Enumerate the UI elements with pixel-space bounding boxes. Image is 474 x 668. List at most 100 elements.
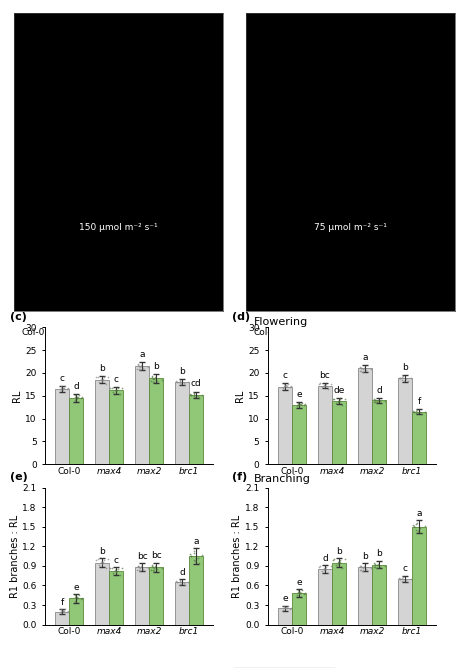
Point [63, 607, 71, 617]
Point [57, 607, 64, 618]
Bar [55, 611, 69, 625]
Point [104, 371, 111, 382]
Point [118, 382, 126, 393]
Point [334, 395, 342, 406]
Point [283, 603, 291, 613]
Point [372, 562, 379, 572]
Point [407, 373, 415, 383]
Text: High Tre6P: High Tre6P [327, 355, 375, 364]
Point [180, 377, 187, 388]
Point [113, 385, 121, 395]
Text: b: b [376, 549, 382, 558]
Point [145, 563, 152, 574]
Bar [69, 398, 83, 464]
Point [176, 375, 183, 386]
Point [137, 561, 145, 572]
Point [137, 562, 144, 573]
Point [116, 570, 123, 580]
Point [404, 376, 412, 387]
Point [152, 372, 159, 383]
Text: 150 μmol m⁻² s⁻¹: 150 μmol m⁻² s⁻¹ [79, 223, 158, 232]
Point [373, 397, 381, 407]
Point [59, 383, 66, 394]
Text: b: b [99, 364, 105, 373]
Point [371, 558, 378, 568]
Bar [412, 411, 426, 464]
Text: d: d [376, 386, 382, 395]
Point [57, 383, 65, 393]
Point [301, 399, 309, 409]
Point [57, 381, 65, 391]
Bar [292, 405, 306, 464]
Point [75, 390, 82, 401]
Bar [358, 567, 372, 625]
Point [59, 606, 66, 617]
Point [320, 380, 328, 391]
Point [73, 391, 81, 402]
Point [102, 562, 109, 573]
Point [74, 392, 82, 403]
Point [371, 558, 379, 569]
Bar [278, 387, 292, 464]
Point [322, 380, 329, 391]
Point [371, 394, 378, 405]
Text: c: c [283, 371, 287, 380]
Point [188, 550, 195, 561]
Point [418, 527, 426, 538]
Point [336, 557, 343, 568]
Point [294, 587, 301, 598]
Point [367, 364, 375, 375]
Text: High Tre6P: High Tre6P [94, 355, 143, 364]
Point [151, 562, 158, 573]
Point [399, 371, 407, 382]
Point [72, 589, 79, 600]
Bar [412, 527, 426, 625]
Point [337, 394, 344, 405]
Point [297, 587, 304, 598]
Point [60, 382, 67, 393]
Text: (f): (f) [232, 472, 248, 482]
Point [73, 593, 81, 603]
Bar [292, 593, 306, 625]
Point [135, 564, 142, 575]
Bar [175, 582, 189, 625]
Point [413, 405, 420, 416]
Bar [189, 556, 203, 625]
Point [322, 564, 329, 574]
Text: e: e [296, 390, 301, 399]
Point [421, 406, 429, 417]
Text: e: e [73, 582, 79, 592]
Text: b: b [99, 547, 105, 556]
Point [109, 387, 117, 397]
Point [182, 580, 189, 591]
Point [173, 377, 181, 387]
Point [338, 562, 346, 573]
Point [104, 554, 111, 564]
Point [359, 565, 366, 576]
Bar [189, 395, 203, 464]
Point [321, 564, 329, 574]
Point [135, 562, 142, 572]
Text: (d): (d) [232, 312, 251, 322]
Point [72, 389, 79, 400]
Point [296, 398, 304, 409]
Point [135, 361, 142, 371]
Point [413, 405, 420, 415]
Point [134, 561, 142, 572]
Point [373, 562, 381, 573]
Point [61, 381, 69, 391]
Point [71, 392, 79, 403]
Point [188, 389, 195, 400]
Text: c: c [402, 564, 408, 573]
Text: e: e [296, 578, 301, 587]
Y-axis label: RL: RL [235, 389, 245, 402]
Point [357, 363, 365, 374]
Point [414, 408, 422, 419]
Point [280, 601, 288, 611]
Point [153, 564, 161, 574]
Point [134, 359, 141, 369]
Bar [135, 366, 149, 464]
Point [284, 601, 292, 611]
Point [57, 606, 65, 617]
Point [64, 383, 72, 393]
